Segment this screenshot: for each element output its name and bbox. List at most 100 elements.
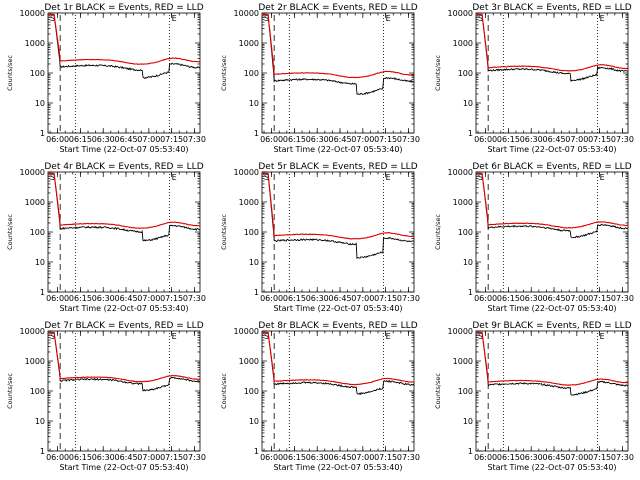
lld-series-line: [48, 331, 200, 383]
y-tick-label: 1000: [25, 357, 45, 366]
x-tick-label: 06:00: [260, 135, 283, 144]
y-tick-label: 10000: [448, 168, 473, 177]
x-tick-label: 07:15: [160, 294, 183, 303]
x-tick-label: 06:15: [497, 135, 520, 144]
start-marker: S: [50, 332, 55, 341]
x-tick-label: 06:00: [474, 135, 497, 144]
x-tick-label: 06:45: [114, 294, 137, 303]
x-axis-label: Start Time (22-Oct-07 05:53:40): [487, 463, 616, 472]
y-tick-label: 10: [463, 417, 473, 426]
y-tick-label: 10000: [234, 9, 259, 18]
lld-series-line: [476, 331, 628, 386]
x-tick-label: 06:00: [260, 453, 283, 462]
events-series-line: [476, 331, 628, 396]
events-series-line: [48, 172, 200, 242]
y-axis-label: Counts/sec: [220, 214, 228, 250]
events-series-line: [48, 331, 200, 392]
y-tick-label: 1: [468, 129, 473, 138]
end-marker: E: [172, 173, 177, 182]
lld-series-line: [262, 13, 414, 79]
x-tick-label: 07:00: [351, 294, 374, 303]
x-axis-label: Start Time (22-Oct-07 05:53:40): [59, 463, 188, 472]
x-tick-label: 06:30: [520, 135, 543, 144]
x-tick-label: 06:30: [92, 453, 115, 462]
y-tick-label: 1000: [25, 39, 45, 48]
y-tick-label: 10: [249, 417, 259, 426]
start-marker: S: [478, 173, 483, 182]
chart-panel-4: Det 4r BLACK = Events, RED = LLD 1 10 100 10…: [6, 162, 206, 313]
x-tick-label: 06:30: [92, 135, 115, 144]
y-tick-label: 10000: [20, 9, 45, 18]
end-marker: E: [386, 14, 391, 23]
y-tick-label: 1: [254, 447, 259, 456]
chart-panel-1: Det 1r BLACK = Events, RED = LLD 1 10 100 10…: [6, 3, 206, 154]
x-tick-label: 06:45: [328, 453, 351, 462]
start-marker: S: [478, 332, 483, 341]
x-tick-label: 06:45: [114, 135, 137, 144]
x-axis-label: Start Time (22-Oct-07 05:53:40): [273, 463, 402, 472]
chart-panel-3: Det 3r BLACK = Events, RED = LLD 1 10 100 10…: [434, 3, 634, 154]
plot-frame: [47, 12, 201, 134]
events-series-line: [262, 331, 414, 396]
start-marker: S: [264, 14, 269, 23]
y-axis-label: Counts/sec: [6, 214, 14, 250]
x-tick-label: 07:30: [611, 453, 634, 462]
y-tick-label: 1000: [453, 198, 473, 207]
events-series-line: [262, 172, 414, 260]
y-axis-label: Counts/sec: [220, 55, 228, 91]
plot-frame: [47, 171, 201, 293]
x-tick-label: 07:30: [397, 453, 420, 462]
y-tick-label: 10: [463, 99, 473, 108]
x-tick-label: 06:45: [542, 453, 565, 462]
y-tick-label: 1: [40, 447, 45, 456]
panel-title: Det 5r BLACK = Events, RED = LLD: [258, 162, 417, 172]
x-tick-label: 07:00: [137, 294, 160, 303]
lld-series-line: [476, 172, 628, 229]
y-tick-label: 10: [35, 417, 45, 426]
chart-panel-2: Det 2r BLACK = Events, RED = LLD 1 10 100 10…: [220, 3, 420, 154]
x-tick-label: 06:15: [497, 294, 520, 303]
x-axis-label: Start Time (22-Oct-07 05:53:40): [487, 145, 616, 154]
y-tick-label: 1: [468, 288, 473, 297]
lld-series-line: [476, 13, 628, 72]
y-tick-label: 10000: [448, 9, 473, 18]
panel-title: Det 4r BLACK = Events, RED = LLD: [44, 162, 203, 172]
y-axis-label: Counts/sec: [434, 214, 442, 250]
x-tick-label: 07:30: [183, 294, 206, 303]
y-axis-label: Counts/sec: [6, 55, 14, 91]
y-tick-label: 1000: [453, 357, 473, 366]
start-marker: S: [264, 332, 269, 341]
x-tick-label: 06:30: [520, 453, 543, 462]
y-axis-label: Counts/sec: [434, 373, 442, 409]
x-tick-label: 06:00: [260, 294, 283, 303]
x-tick-label: 07:00: [351, 453, 374, 462]
x-tick-label: 07:15: [160, 453, 183, 462]
x-tick-label: 06:45: [542, 294, 565, 303]
start-marker: S: [478, 14, 483, 23]
events-series-line: [262, 13, 414, 95]
y-tick-label: 100: [244, 387, 259, 396]
y-tick-label: 100: [458, 387, 473, 396]
x-tick-label: 07:15: [160, 135, 183, 144]
chart-panel-5: Det 5r BLACK = Events, RED = LLD 1 10 100 10…: [220, 162, 420, 313]
x-tick-label: 06:30: [520, 294, 543, 303]
y-tick-label: 100: [30, 228, 45, 237]
panel-title: Det 6r BLACK = Events, RED = LLD: [472, 162, 631, 172]
chart-panel-6: Det 6r BLACK = Events, RED = LLD 1 10 100 10…: [434, 162, 634, 313]
x-axis-label: Start Time (22-Oct-07 05:53:40): [273, 304, 402, 313]
y-tick-label: 1: [40, 288, 45, 297]
x-tick-label: 06:15: [69, 135, 92, 144]
x-tick-label: 07:15: [374, 294, 397, 303]
y-tick-label: 100: [30, 387, 45, 396]
start-marker: S: [50, 14, 55, 23]
y-tick-label: 1000: [239, 198, 259, 207]
plot-frame: [475, 12, 629, 134]
end-marker: E: [386, 332, 391, 341]
x-tick-label: 07:00: [137, 135, 160, 144]
x-tick-label: 06:00: [46, 294, 69, 303]
y-axis-label: Counts/sec: [434, 55, 442, 91]
x-tick-label: 06:00: [474, 294, 497, 303]
plot-frame: [47, 330, 201, 452]
lld-series-line: [48, 13, 200, 65]
x-tick-label: 07:00: [565, 294, 588, 303]
